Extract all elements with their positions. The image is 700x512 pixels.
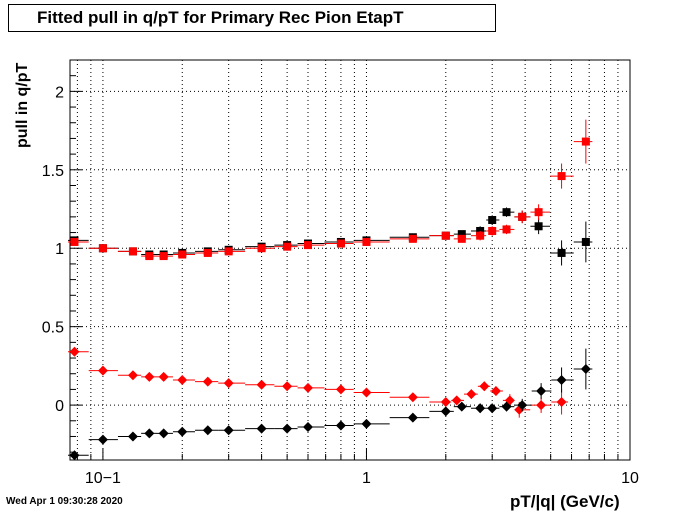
data-point-square (457, 230, 466, 239)
data-point-diamond (282, 423, 293, 434)
data-point-diamond (282, 381, 293, 392)
data-point-diamond (256, 379, 267, 390)
data-point-diamond (517, 400, 528, 411)
x-tick-label: 1 (362, 470, 371, 487)
data-point-diamond (177, 375, 188, 385)
y-tick-label: 2 (55, 84, 64, 101)
data-point-diamond (69, 450, 80, 461)
data-point-square (224, 247, 233, 256)
data-point-diamond (361, 387, 372, 398)
data-point-diamond (501, 401, 512, 412)
data-point-square (534, 208, 543, 217)
y-tick-label: 0 (55, 398, 64, 415)
y-tick-label: 0.5 (42, 320, 64, 337)
data-point-diamond (127, 431, 138, 442)
data-point-square (518, 212, 527, 221)
data-point-square (502, 225, 511, 234)
data-point-diamond (144, 371, 155, 382)
data-point-square (145, 252, 154, 261)
data-point-square (257, 244, 266, 253)
data-point-diamond (487, 403, 498, 414)
timestamp: Wed Apr 1 09:30:28 2020 (6, 496, 123, 507)
data-point-square (557, 172, 566, 181)
data-point-diamond (440, 396, 451, 407)
data-point-diamond (158, 371, 169, 382)
data-point-diamond (440, 406, 451, 417)
x-tick-label: 10−1 (85, 470, 121, 487)
data-point-diamond (144, 428, 155, 439)
data-point-diamond (536, 385, 547, 396)
x-axis-label: pT/|q| (GeV/c) (510, 492, 620, 511)
data-point-square (303, 241, 312, 250)
data-point-square (70, 237, 79, 246)
data-point-square (488, 216, 497, 224)
data-point-diamond (466, 389, 477, 400)
data-point-square (457, 234, 466, 243)
x-tick-label: 10 (621, 470, 639, 487)
data-point-diamond (361, 418, 372, 429)
data-point-diamond (202, 425, 213, 436)
data-point-square (502, 208, 511, 217)
data-point-diamond (202, 376, 213, 387)
data-point-diamond (158, 428, 169, 439)
plot-frame (69, 59, 631, 461)
y-tick-label: 1.5 (42, 163, 64, 180)
data-point-square (488, 226, 497, 235)
data-point-diamond (69, 346, 80, 357)
data-point-diamond (407, 412, 418, 423)
chart-title: Fitted pull in q/pT for Primary Rec Pion… (8, 4, 496, 32)
data-point-diamond (451, 395, 462, 406)
data-point-diamond (407, 392, 418, 403)
data-point-square (362, 237, 371, 246)
data-point-diamond (97, 365, 108, 376)
data-point-diamond (223, 378, 234, 389)
data-point-diamond (536, 400, 547, 411)
data-point-diamond (302, 382, 313, 393)
data-point-diamond (97, 434, 108, 445)
data-point-square (203, 248, 212, 257)
data-point-diamond (556, 375, 567, 385)
data-point-diamond (177, 426, 188, 437)
data-point-square (128, 247, 137, 256)
data-point-square (336, 239, 345, 248)
data-point-diamond (335, 420, 346, 431)
data-point-square (534, 222, 543, 231)
data-point-square (557, 248, 566, 257)
data-point-square (581, 137, 590, 146)
data-point-diamond (223, 425, 234, 436)
data-point-diamond (490, 385, 501, 396)
y-tick-label: 1 (55, 241, 64, 258)
data-point-square (178, 250, 187, 259)
data-point-diamond (456, 401, 467, 412)
data-point-square (408, 234, 417, 243)
data-point-square (159, 252, 168, 261)
data-point-square (441, 231, 450, 240)
data-point-diamond (556, 396, 567, 407)
data-point-diamond (127, 370, 138, 381)
data-point-diamond (580, 364, 591, 375)
data-point-diamond (475, 403, 486, 414)
data-point-diamond (335, 384, 346, 395)
data-point-diamond (256, 423, 267, 434)
data-point-square (98, 244, 107, 253)
data-point-diamond (479, 381, 490, 392)
data-point-diamond (302, 422, 313, 433)
data-point-square (476, 231, 485, 240)
data-point-square (581, 237, 590, 246)
data-point-square (283, 242, 292, 251)
